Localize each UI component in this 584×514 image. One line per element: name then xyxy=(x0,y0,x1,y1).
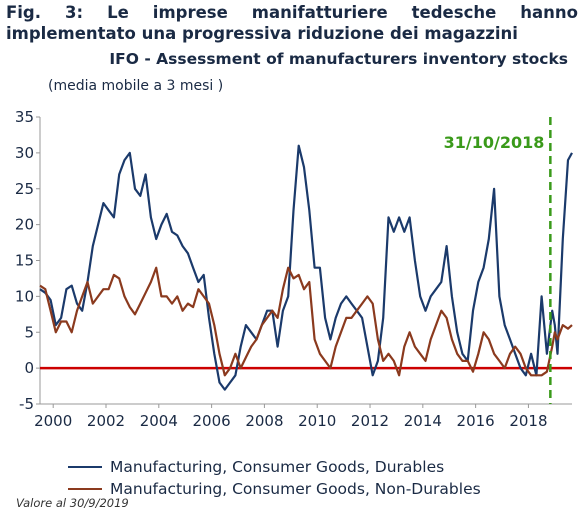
x-tick-label: 2000 xyxy=(34,412,72,430)
legend-swatch-non-durables xyxy=(68,488,102,490)
legend: Manufacturing, Consumer Goods, Durables … xyxy=(68,456,481,500)
y-tick-label: 35 xyxy=(15,108,34,126)
x-tick-label: 2008 xyxy=(245,412,283,430)
y-tick-label: 10 xyxy=(15,287,34,305)
y-tick-label: -5 xyxy=(19,395,34,413)
y-tick-label: 0 xyxy=(24,359,34,377)
series-line-non-durables xyxy=(39,266,573,377)
annotation-label: 31/10/2018 xyxy=(444,133,545,152)
y-tick-label: 20 xyxy=(15,216,34,234)
legend-swatch-durables xyxy=(68,466,102,468)
x-tick-label: 2010 xyxy=(298,412,336,430)
legend-label-durables: Manufacturing, Consumer Goods, Durables xyxy=(110,458,445,476)
x-tick-label: 2014 xyxy=(404,412,442,430)
footnote: Valore al 30/9/2019 xyxy=(16,496,129,510)
chart-title: IFO - Assessment of manufacturers invent… xyxy=(109,50,568,68)
x-tick-label: 2012 xyxy=(351,412,389,430)
y-tick-label: 25 xyxy=(15,180,34,198)
y-tick-label: 5 xyxy=(24,323,34,341)
legend-label-non-durables: Manufacturing, Consumer Goods, Non-Durab… xyxy=(110,480,481,498)
series-line-durables xyxy=(39,144,573,391)
x-tick-label: 2002 xyxy=(87,412,125,430)
figure-title: Fig. 3: Le imprese manifatturiere tedesc… xyxy=(6,2,578,44)
figure-title-line-2: implementato una progressiva riduzione d… xyxy=(6,24,518,43)
chart-subtitle: (media mobile a 3 mesi ) xyxy=(48,78,224,94)
x-tick-label: 2016 xyxy=(457,412,495,430)
x-tick-label: 2004 xyxy=(140,412,178,430)
y-tick-label: 30 xyxy=(15,144,34,162)
figure-title-line-1: Fig. 3: Le imprese manifatturiere tedesc… xyxy=(6,3,578,22)
legend-item-durables: Manufacturing, Consumer Goods, Durables xyxy=(68,456,481,478)
x-tick-label: 2006 xyxy=(193,412,231,430)
legend-item-non-durables: Manufacturing, Consumer Goods, Non-Durab… xyxy=(68,478,481,500)
y-tick-label: 15 xyxy=(15,252,34,270)
x-tick-label: 2018 xyxy=(509,412,547,430)
